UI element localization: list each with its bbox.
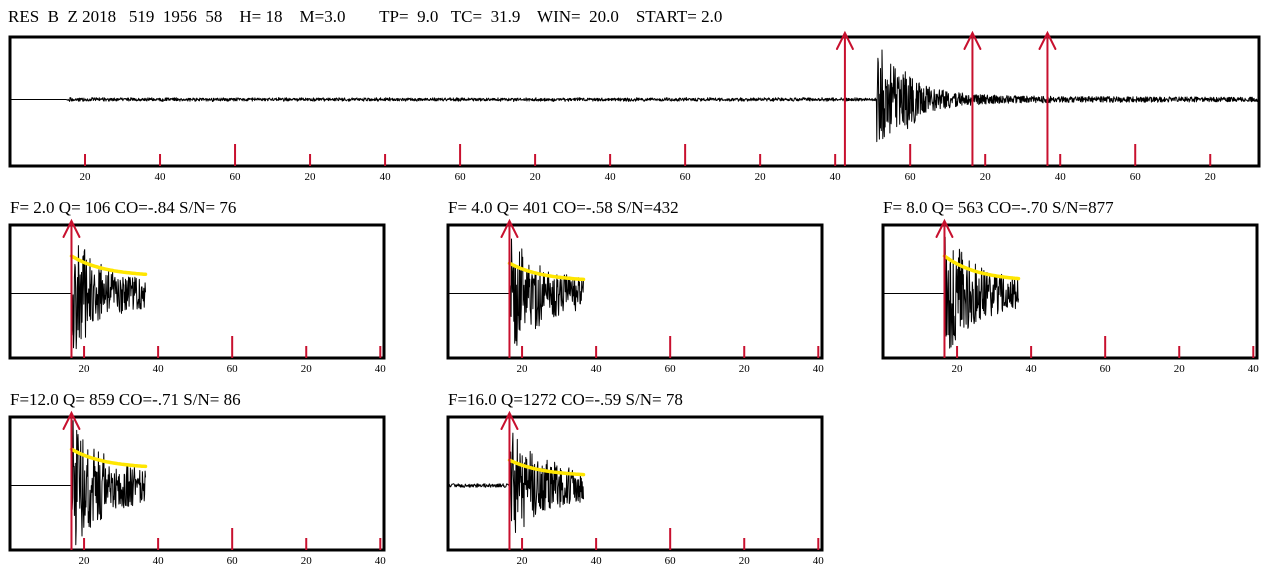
tick-label-f8-4: 40	[1248, 363, 1260, 375]
tick-label-overview-9: 20	[755, 171, 767, 183]
panel-f12: F=12.0 Q= 859 CO=-.71 S/N= 86 20 40 60 20 40	[8, 390, 387, 567]
pick-f12	[62, 410, 81, 550]
pick-f16	[500, 410, 519, 550]
tick-label-overview-3: 20	[305, 171, 317, 183]
tick-label-f16-0: 20	[517, 555, 529, 567]
trace-overview	[9, 49, 1260, 143]
tick-label-overview-14: 60	[1130, 171, 1142, 183]
pick-f8	[935, 218, 954, 358]
tick-label-f4-0: 20	[517, 363, 529, 375]
frame-f16	[446, 415, 824, 552]
coda-fit-f8	[942, 254, 1021, 281]
pick-f12-head	[62, 410, 81, 430]
tick-label-overview-15: 20	[1205, 171, 1217, 183]
trace-f12	[9, 420, 146, 546]
pick-f4-head	[500, 218, 519, 238]
tick-label-f16-1: 40	[591, 555, 603, 567]
tick-label-f12-2: 60	[227, 555, 239, 567]
pick-f2	[62, 218, 81, 358]
tick-label-f12-0: 20	[79, 555, 91, 567]
panel-overview: 20 40 60 20 40 60 20 40 60 20 40 60 20 40 60 20	[8, 30, 1261, 183]
coda-fit-f16	[507, 458, 586, 477]
pick-f8-head	[935, 218, 954, 238]
tick-label-f4-4: 40	[813, 363, 825, 375]
tick-label-f2-4: 40	[375, 363, 387, 375]
pick-overview-0-head	[835, 30, 854, 50]
frame-f2	[8, 223, 386, 360]
pick-overview-2-head	[1038, 30, 1057, 50]
tick-label-f16-4: 40	[813, 555, 825, 567]
pick-f4	[500, 218, 519, 358]
tick-label-f16-2: 60	[665, 555, 677, 567]
coda-fit-f12	[69, 447, 148, 469]
trace-f8	[882, 236, 1019, 349]
panel-label-f2: F= 2.0 Q= 106 CO=-.84 S/N= 76	[10, 198, 236, 217]
tick-label-f2-3: 20	[301, 363, 313, 375]
tick-label-f8-1: 40	[1026, 363, 1038, 375]
pick-f2-head	[62, 218, 81, 238]
panel-label-f12: F=12.0 Q= 859 CO=-.71 S/N= 86	[10, 390, 241, 409]
panel-f16: F=16.0 Q=1272 CO=-.59 S/N= 78 20 40 60 20 40	[446, 390, 825, 567]
tick-label-f12-1: 40	[153, 555, 165, 567]
pick-overview-1-head	[963, 30, 982, 50]
tick-label-overview-1: 40	[155, 171, 167, 183]
panel-label-f16: F=16.0 Q=1272 CO=-.59 S/N= 78	[448, 390, 683, 409]
frame-f12	[8, 415, 386, 552]
tick-label-overview-13: 40	[1055, 171, 1067, 183]
tick-label-overview-0: 20	[80, 171, 92, 183]
tick-label-f16-3: 20	[739, 555, 751, 567]
tick-label-f8-0: 20	[952, 363, 964, 375]
tick-label-overview-2: 60	[230, 171, 242, 183]
tick-label-f8-3: 20	[1174, 363, 1186, 375]
panel-label-f4: F= 4.0 Q= 401 CO=-.58 S/N=432	[448, 198, 679, 217]
coda-fit-f4	[507, 261, 586, 282]
tick-label-overview-5: 60	[455, 171, 467, 183]
trace-f16	[447, 432, 584, 536]
tick-label-overview-8: 60	[680, 171, 692, 183]
pick-overview-2	[1038, 30, 1057, 166]
tick-label-f4-3: 20	[739, 363, 751, 375]
coda-fit-f2	[69, 254, 148, 277]
panel-f8: F= 8.0 Q= 563 CO=-.70 S/N=877 20 40 60 20 40	[881, 198, 1260, 375]
tick-label-f12-3: 20	[301, 555, 313, 567]
station-header: RES B Z 2018 519 1956 58 H= 18 M=3.0 TP=…	[8, 7, 722, 26]
tick-label-f2-0: 20	[79, 363, 91, 375]
tick-label-overview-7: 40	[605, 171, 617, 183]
tick-label-overview-12: 20	[980, 171, 992, 183]
tick-label-overview-10: 40	[830, 171, 842, 183]
tick-label-f2-1: 40	[153, 363, 165, 375]
tick-label-f12-4: 40	[375, 555, 387, 567]
frame-f4	[446, 223, 824, 360]
tick-label-overview-4: 40	[380, 171, 392, 183]
panel-label-f8: F= 8.0 Q= 563 CO=-.70 S/N=877	[883, 198, 1114, 217]
tick-label-f4-2: 60	[665, 363, 677, 375]
tick-label-f4-1: 40	[591, 363, 603, 375]
trace-f2	[9, 240, 146, 350]
panel-f4: F= 4.0 Q= 401 CO=-.58 S/N=432 20 40 60 20 40	[446, 198, 825, 375]
frame-f8	[881, 223, 1259, 360]
frame-overview	[8, 35, 1261, 168]
panels-group: 20 40 60 20 40 60 20 40 60 20 40 60 20 40 60 20F= 2.0 Q…	[8, 30, 1261, 567]
pick-f16-head	[500, 410, 519, 430]
tick-label-f2-2: 60	[227, 363, 239, 375]
tick-label-overview-11: 60	[905, 171, 917, 183]
panel-f2: F= 2.0 Q= 106 CO=-.84 S/N= 76 20 40 60 20 40	[8, 198, 387, 375]
trace-f4	[447, 238, 584, 346]
pick-overview-1	[963, 30, 982, 166]
tick-label-f8-2: 60	[1100, 363, 1112, 375]
tick-label-overview-6: 20	[530, 171, 542, 183]
pick-overview-0	[835, 30, 854, 166]
